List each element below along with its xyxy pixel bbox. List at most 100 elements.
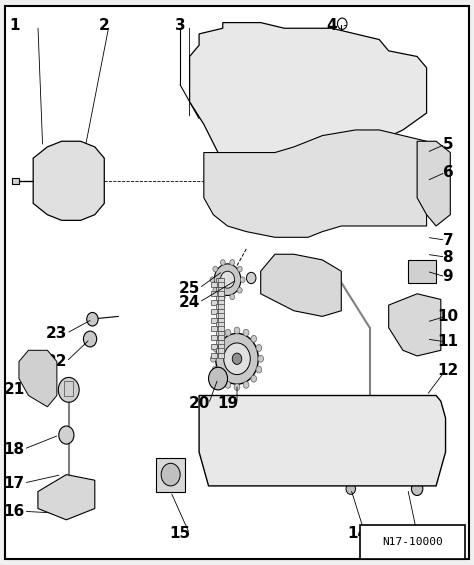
Circle shape	[213, 288, 218, 293]
Polygon shape	[204, 130, 427, 237]
Bar	[216, 305, 222, 310]
Bar	[360, 525, 465, 559]
Polygon shape	[261, 254, 341, 316]
Bar	[218, 322, 224, 327]
Bar	[218, 291, 224, 296]
Circle shape	[210, 277, 215, 282]
Circle shape	[328, 55, 355, 86]
Text: 25: 25	[179, 281, 201, 295]
Circle shape	[220, 271, 235, 288]
Text: 2: 2	[99, 18, 109, 33]
Circle shape	[258, 355, 264, 362]
Circle shape	[214, 264, 241, 295]
Circle shape	[65, 510, 72, 518]
Polygon shape	[199, 396, 446, 486]
Circle shape	[230, 260, 235, 266]
Circle shape	[234, 384, 240, 390]
Circle shape	[57, 167, 81, 195]
Text: 4: 4	[327, 18, 337, 33]
Circle shape	[251, 375, 256, 382]
Bar	[218, 300, 224, 305]
Circle shape	[234, 327, 240, 334]
Circle shape	[224, 343, 250, 375]
Bar	[216, 322, 222, 327]
Circle shape	[87, 312, 98, 326]
Bar	[211, 282, 217, 288]
Bar	[218, 344, 224, 349]
Circle shape	[237, 288, 242, 293]
Text: 3: 3	[175, 18, 185, 33]
Text: 1: 1	[9, 18, 19, 33]
Circle shape	[288, 279, 300, 292]
Bar	[211, 344, 217, 349]
Circle shape	[335, 63, 348, 79]
Circle shape	[209, 367, 228, 390]
Circle shape	[210, 355, 216, 362]
Polygon shape	[389, 294, 441, 356]
Bar	[218, 353, 224, 358]
Text: 10: 10	[438, 309, 458, 324]
Circle shape	[212, 366, 218, 373]
Circle shape	[218, 336, 223, 342]
Text: 23: 23	[46, 326, 68, 341]
Circle shape	[59, 426, 74, 444]
Bar	[12, 178, 19, 184]
Circle shape	[346, 483, 356, 494]
Bar	[211, 335, 217, 340]
Circle shape	[230, 294, 235, 299]
Circle shape	[58, 377, 79, 402]
Circle shape	[244, 34, 306, 107]
Text: 16: 16	[4, 504, 25, 519]
Bar	[218, 282, 224, 288]
Bar	[211, 308, 217, 314]
Circle shape	[216, 333, 258, 384]
Bar	[216, 340, 222, 345]
Circle shape	[243, 381, 249, 388]
Circle shape	[237, 266, 242, 272]
Polygon shape	[417, 141, 450, 226]
Bar	[218, 308, 224, 314]
Text: 15: 15	[170, 527, 191, 541]
Bar	[218, 335, 224, 340]
Bar	[218, 287, 224, 292]
Bar	[218, 327, 224, 332]
Text: 19: 19	[217, 397, 238, 411]
Circle shape	[378, 61, 399, 86]
Bar	[216, 313, 222, 318]
Bar	[216, 287, 222, 292]
Polygon shape	[190, 23, 427, 158]
Bar	[408, 260, 436, 282]
Bar	[218, 348, 224, 353]
Bar	[216, 278, 222, 283]
Polygon shape	[33, 141, 104, 220]
Bar	[218, 331, 224, 336]
Circle shape	[243, 329, 249, 336]
Bar	[218, 313, 224, 318]
Circle shape	[218, 375, 223, 382]
Bar	[156, 458, 185, 492]
Circle shape	[411, 482, 423, 496]
Circle shape	[232, 353, 242, 364]
Circle shape	[63, 174, 74, 188]
Circle shape	[246, 272, 256, 284]
Circle shape	[161, 463, 180, 486]
Circle shape	[256, 345, 262, 351]
Circle shape	[220, 260, 225, 266]
Bar	[211, 318, 217, 323]
Circle shape	[213, 266, 218, 272]
Bar	[211, 353, 217, 358]
Polygon shape	[38, 475, 95, 520]
Bar	[64, 381, 73, 395]
Text: 18: 18	[4, 442, 25, 457]
Text: 7: 7	[443, 233, 453, 247]
Circle shape	[251, 336, 256, 342]
Polygon shape	[19, 350, 57, 407]
Circle shape	[256, 366, 262, 373]
Bar	[218, 305, 224, 310]
Text: 14: 14	[347, 527, 368, 541]
Bar	[218, 340, 224, 345]
Bar	[211, 327, 217, 332]
Text: 8: 8	[443, 250, 453, 264]
Circle shape	[83, 331, 97, 347]
Text: N17-10000: N17-10000	[382, 537, 443, 547]
